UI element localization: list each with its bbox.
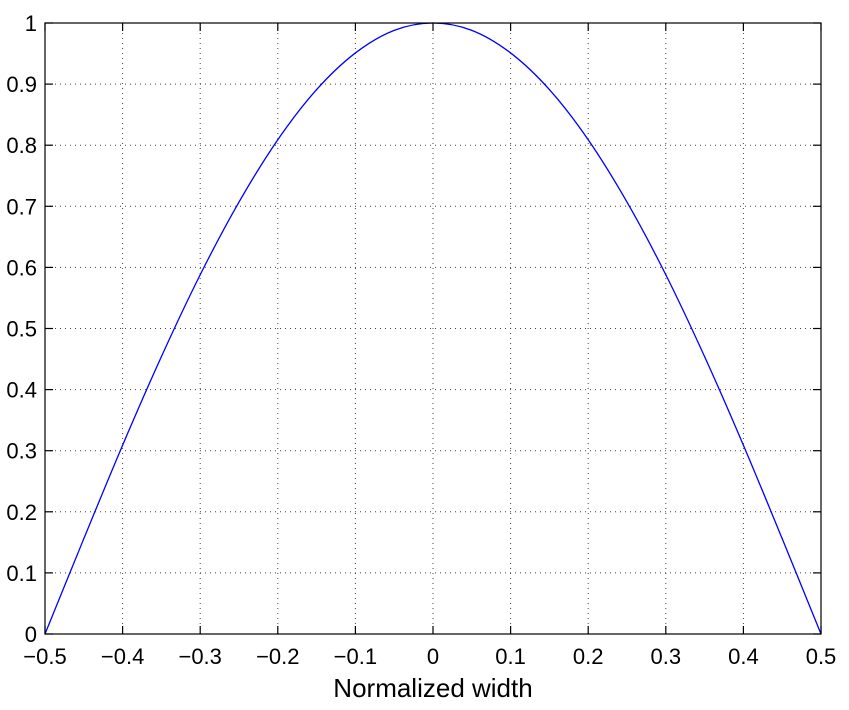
data-point: [277, 139, 279, 141]
x-tick-label: 0.1: [495, 644, 526, 669]
x-tick-label: −0.4: [101, 644, 144, 669]
data-point: [587, 139, 589, 141]
data-point: [626, 201, 628, 203]
data-point: [199, 274, 201, 276]
x-axis-label: Normalized width: [333, 673, 532, 703]
x-tick-label: −0.2: [256, 644, 299, 669]
y-tick-label: 0.1: [6, 561, 37, 586]
y-tick-label: 0.9: [6, 72, 37, 97]
x-tick-label: 0.3: [651, 644, 682, 669]
data-point: [548, 88, 551, 91]
x-tick-label: −0.3: [178, 644, 221, 669]
data-point: [238, 201, 240, 203]
y-tick-label: 0: [25, 622, 37, 647]
x-tick-label: −0.5: [23, 644, 66, 669]
data-point: [122, 444, 124, 446]
x-tick-label: 0: [427, 644, 439, 669]
y-tick-label: 0.8: [6, 133, 37, 158]
y-tick-label: 0.4: [6, 378, 37, 403]
y-tick-label: 1: [25, 11, 37, 36]
x-tick-labels: −0.5 −0.4 −0.3 −0.2 −0.1 0 0.1 0.2 0.3 0.4 0.5: [23, 644, 836, 669]
data-point: [316, 88, 318, 91]
data-point: [781, 538, 783, 540]
data-point: [354, 52, 356, 54]
tick-marks: [44, 22, 822, 635]
data-point: [393, 29, 395, 31]
data-point: [160, 356, 162, 358]
y-tick-label: 0.6: [6, 255, 37, 280]
data-point: [742, 444, 745, 446]
x-tick-label: 0.4: [728, 644, 759, 669]
x-tick-label: 0.2: [573, 644, 604, 669]
data-point: [510, 52, 512, 54]
y-tick-label: 0.5: [6, 317, 37, 342]
grid: [45, 23, 821, 634]
y-tick-labels: 0 0.1 0.2 0.3 0.4 0.5 0.6 0.7 0.8 0.9 1: [6, 11, 37, 647]
data-point: [471, 29, 473, 31]
y-tick-label: 0.7: [6, 194, 37, 219]
x-tick-label: −0.1: [334, 644, 377, 669]
data-point: [704, 356, 706, 358]
data-point: [665, 274, 667, 276]
y-tick-label: 0.2: [6, 500, 37, 525]
y-tick-label: 0.3: [6, 439, 37, 464]
data-point: [83, 538, 85, 540]
x-tick-label: 0.5: [806, 644, 837, 669]
